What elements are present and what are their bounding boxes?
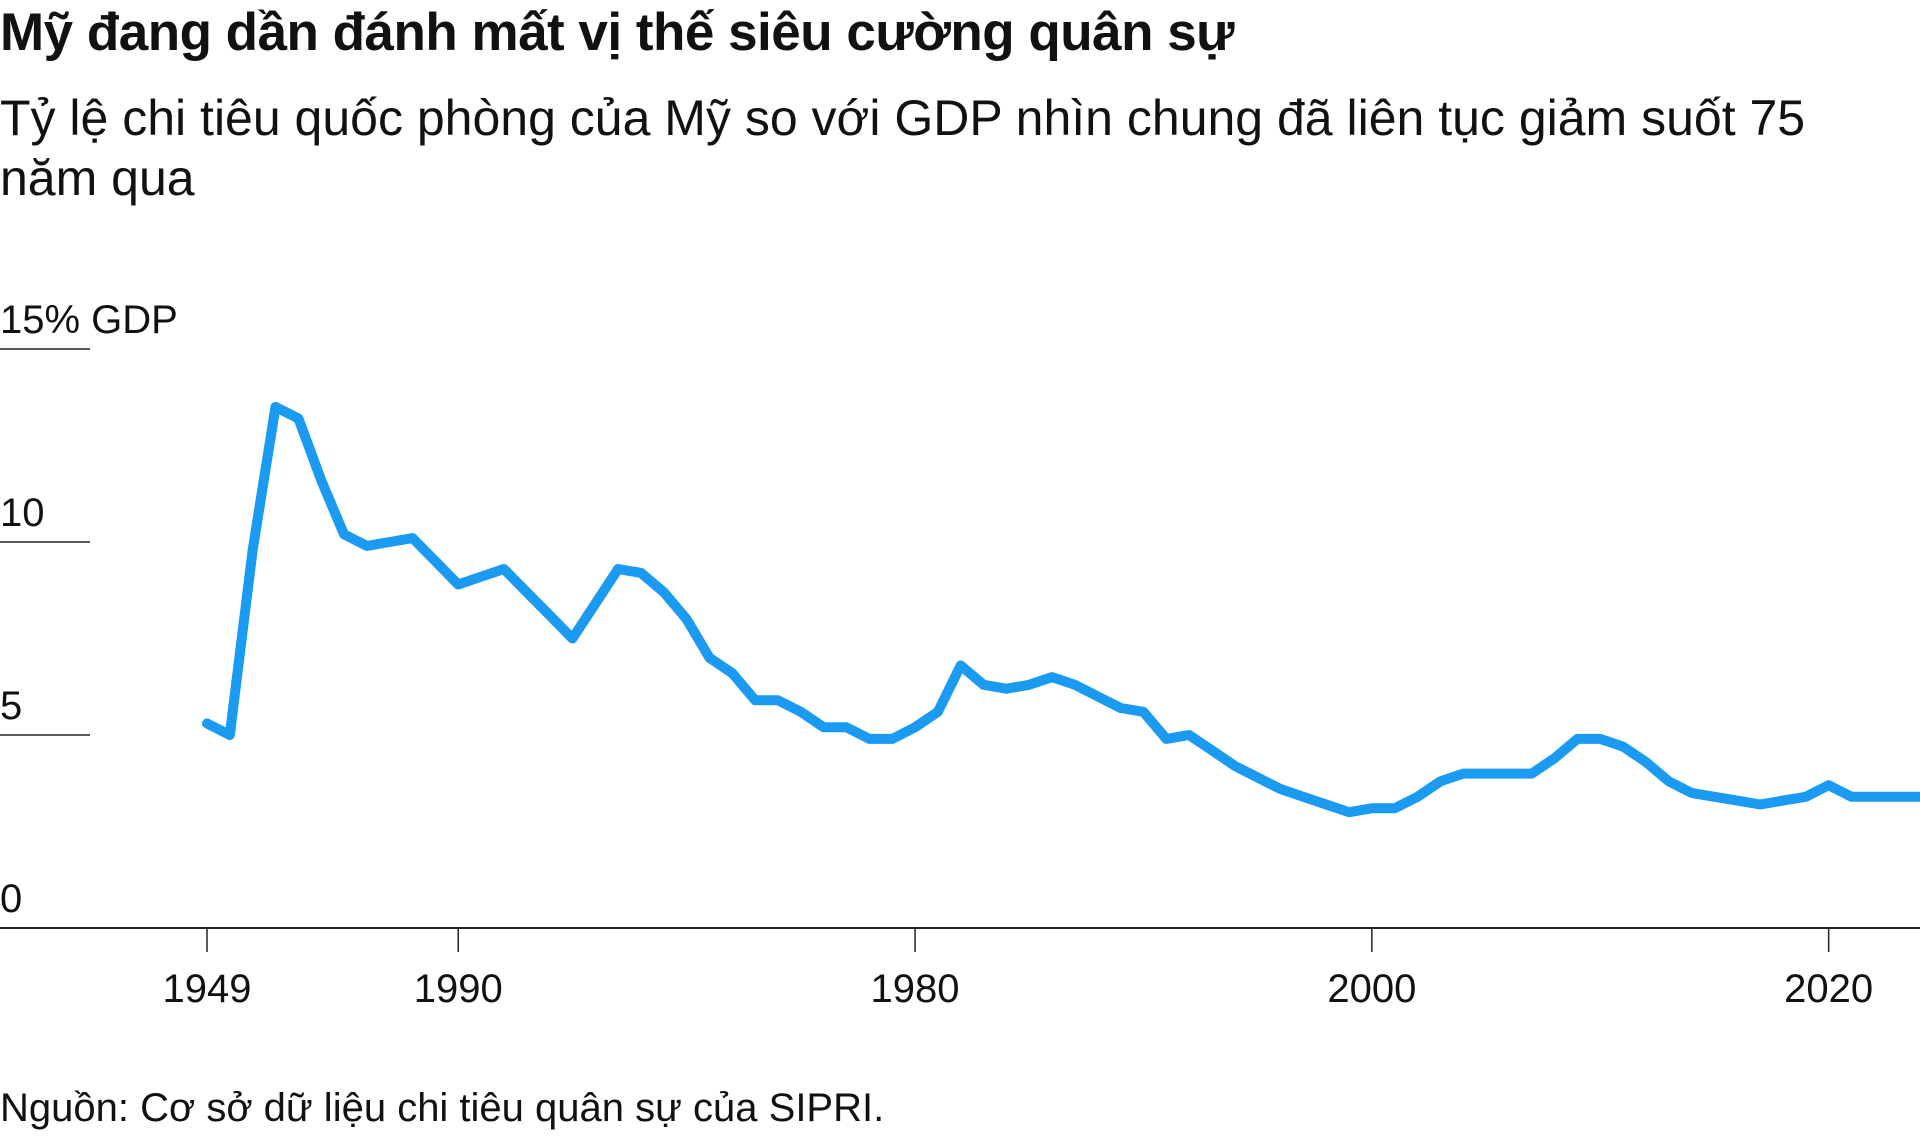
y-tick-label: 0 [0,877,22,921]
y-tick-label: 10 [0,491,45,535]
x-tick-label: 1980 [871,967,960,1011]
x-axis: 1949 1990 1980 2000 2020 [0,927,1920,1011]
x-tick-label: 2000 [1327,967,1416,1011]
x-tick-label: 2020 [1784,967,1873,1011]
x-tick-label: 1949 [163,967,252,1011]
series-layer [202,401,1920,818]
y-axis: 0 5 10 15% GDP [0,298,178,921]
chart-title: Mỹ đang dần đánh mất vị thế siêu cường q… [0,3,1235,62]
y-tick-label: 5 [0,684,22,728]
x-tick-label: 1990 [414,967,503,1011]
series-line [202,401,1920,818]
source-note: Nguồn: Cơ sở dữ liệu chi tiêu quân sự củ… [0,1086,885,1130]
y-tick-label: 15% GDP [0,298,178,342]
chart-subtitle: Tỷ lệ chi tiêu quốc phòng của Mỹ so với … [0,90,1806,206]
